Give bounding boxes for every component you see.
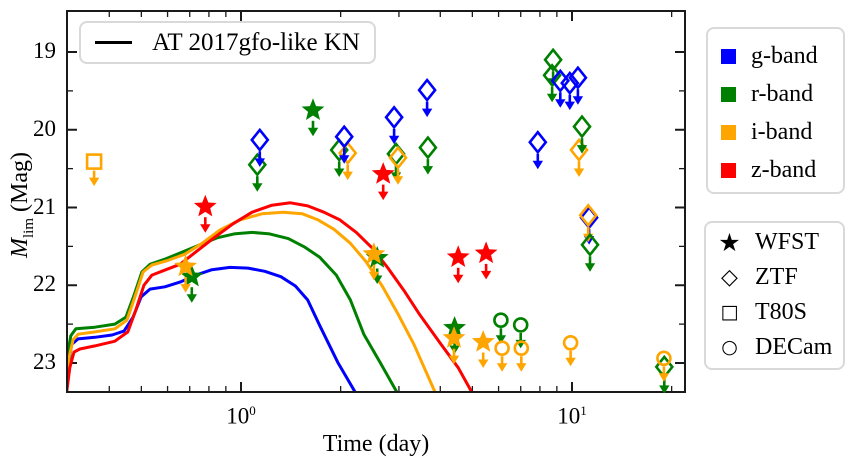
plot-area: AT 2017gfo-like KN xyxy=(66,10,686,393)
circle-marker xyxy=(656,350,672,382)
diamond-marker xyxy=(568,65,588,105)
diamond-icon: ◇ xyxy=(721,264,738,290)
kn-legend: AT 2017gfo-like KN xyxy=(79,21,376,64)
diamond-marker xyxy=(542,63,562,103)
diamond-marker xyxy=(388,145,408,185)
kn-legend-label: AT 2017gfo-like KN xyxy=(152,28,360,56)
y-axis-title-symbol: M xyxy=(7,238,33,258)
i-band-swatch-icon xyxy=(721,124,736,140)
star-marker xyxy=(362,242,386,281)
x-tick-label: 101 xyxy=(557,403,587,429)
diamond-marker xyxy=(580,232,600,272)
star-marker xyxy=(446,245,470,284)
diamond-marker xyxy=(528,130,548,170)
diamond-marker xyxy=(418,135,438,175)
diamond-marker xyxy=(250,127,270,167)
star-marker xyxy=(371,162,395,201)
instrument-legend-row: ○ DECam xyxy=(716,330,843,365)
band-label: g-band xyxy=(751,42,818,69)
diamond-marker xyxy=(560,71,580,111)
y-tick-label: 22 xyxy=(33,271,56,297)
band-legend-row: z-band xyxy=(721,151,843,189)
square-marker xyxy=(85,153,103,187)
band-label: i-band xyxy=(751,118,813,145)
band-legend-row: i-band xyxy=(721,113,843,151)
circle-marker xyxy=(493,312,509,344)
y-tick-label: 19 xyxy=(33,38,56,63)
y-tick-label: 20 xyxy=(33,115,56,141)
x-axis-title: Time (day) xyxy=(322,431,430,457)
circle-marker xyxy=(562,334,579,367)
instrument-label: DECam xyxy=(755,334,833,360)
instrument-label: ZTF xyxy=(755,264,798,290)
diamond-marker xyxy=(417,78,437,118)
r-band-swatch-icon xyxy=(721,86,736,102)
circle-marker xyxy=(494,340,510,372)
band-legend: g-band r-band i-band z-band xyxy=(706,27,845,194)
diamond-marker xyxy=(338,141,358,181)
band-legend-row: r-band xyxy=(721,75,843,113)
z-band-swatch-icon xyxy=(721,162,736,178)
instrument-label: WFST xyxy=(755,229,820,255)
band-label: r-band xyxy=(751,80,814,107)
star-marker xyxy=(442,326,466,365)
star-marker xyxy=(471,330,495,368)
x-tick-label: 100 xyxy=(226,403,256,429)
circle-icon: ○ xyxy=(721,336,738,358)
square-icon: □ xyxy=(720,301,739,323)
instrument-legend-row: □ T80S xyxy=(716,295,843,330)
star-marker xyxy=(193,194,217,233)
star-marker xyxy=(474,241,498,280)
band-legend-row: g-band xyxy=(721,37,843,75)
instrument-label: T80S xyxy=(755,299,808,325)
plot-canvas xyxy=(66,10,686,393)
g-band-swatch-icon xyxy=(721,48,736,64)
instrument-legend-row: ★ WFST xyxy=(716,225,843,260)
diamond-marker xyxy=(572,114,592,154)
kn-line-sample-icon xyxy=(95,41,133,44)
y-tick-label: 21 xyxy=(33,193,56,219)
instrument-legend: ★ WFST ◇ ZTF □ T80S ○ DECam xyxy=(704,221,845,370)
star-marker xyxy=(174,254,198,293)
instrument-legend-row: ◇ ZTF xyxy=(716,260,843,295)
diamond-marker xyxy=(384,105,404,145)
circle-marker xyxy=(513,340,530,372)
diamond-marker xyxy=(334,124,354,164)
star-icon: ★ xyxy=(718,228,741,257)
y-tick-label: 23 xyxy=(33,349,56,374)
star-marker xyxy=(301,98,325,137)
band-label: z-band xyxy=(751,156,817,183)
y-axis-title-subscript: lim xyxy=(20,217,37,238)
